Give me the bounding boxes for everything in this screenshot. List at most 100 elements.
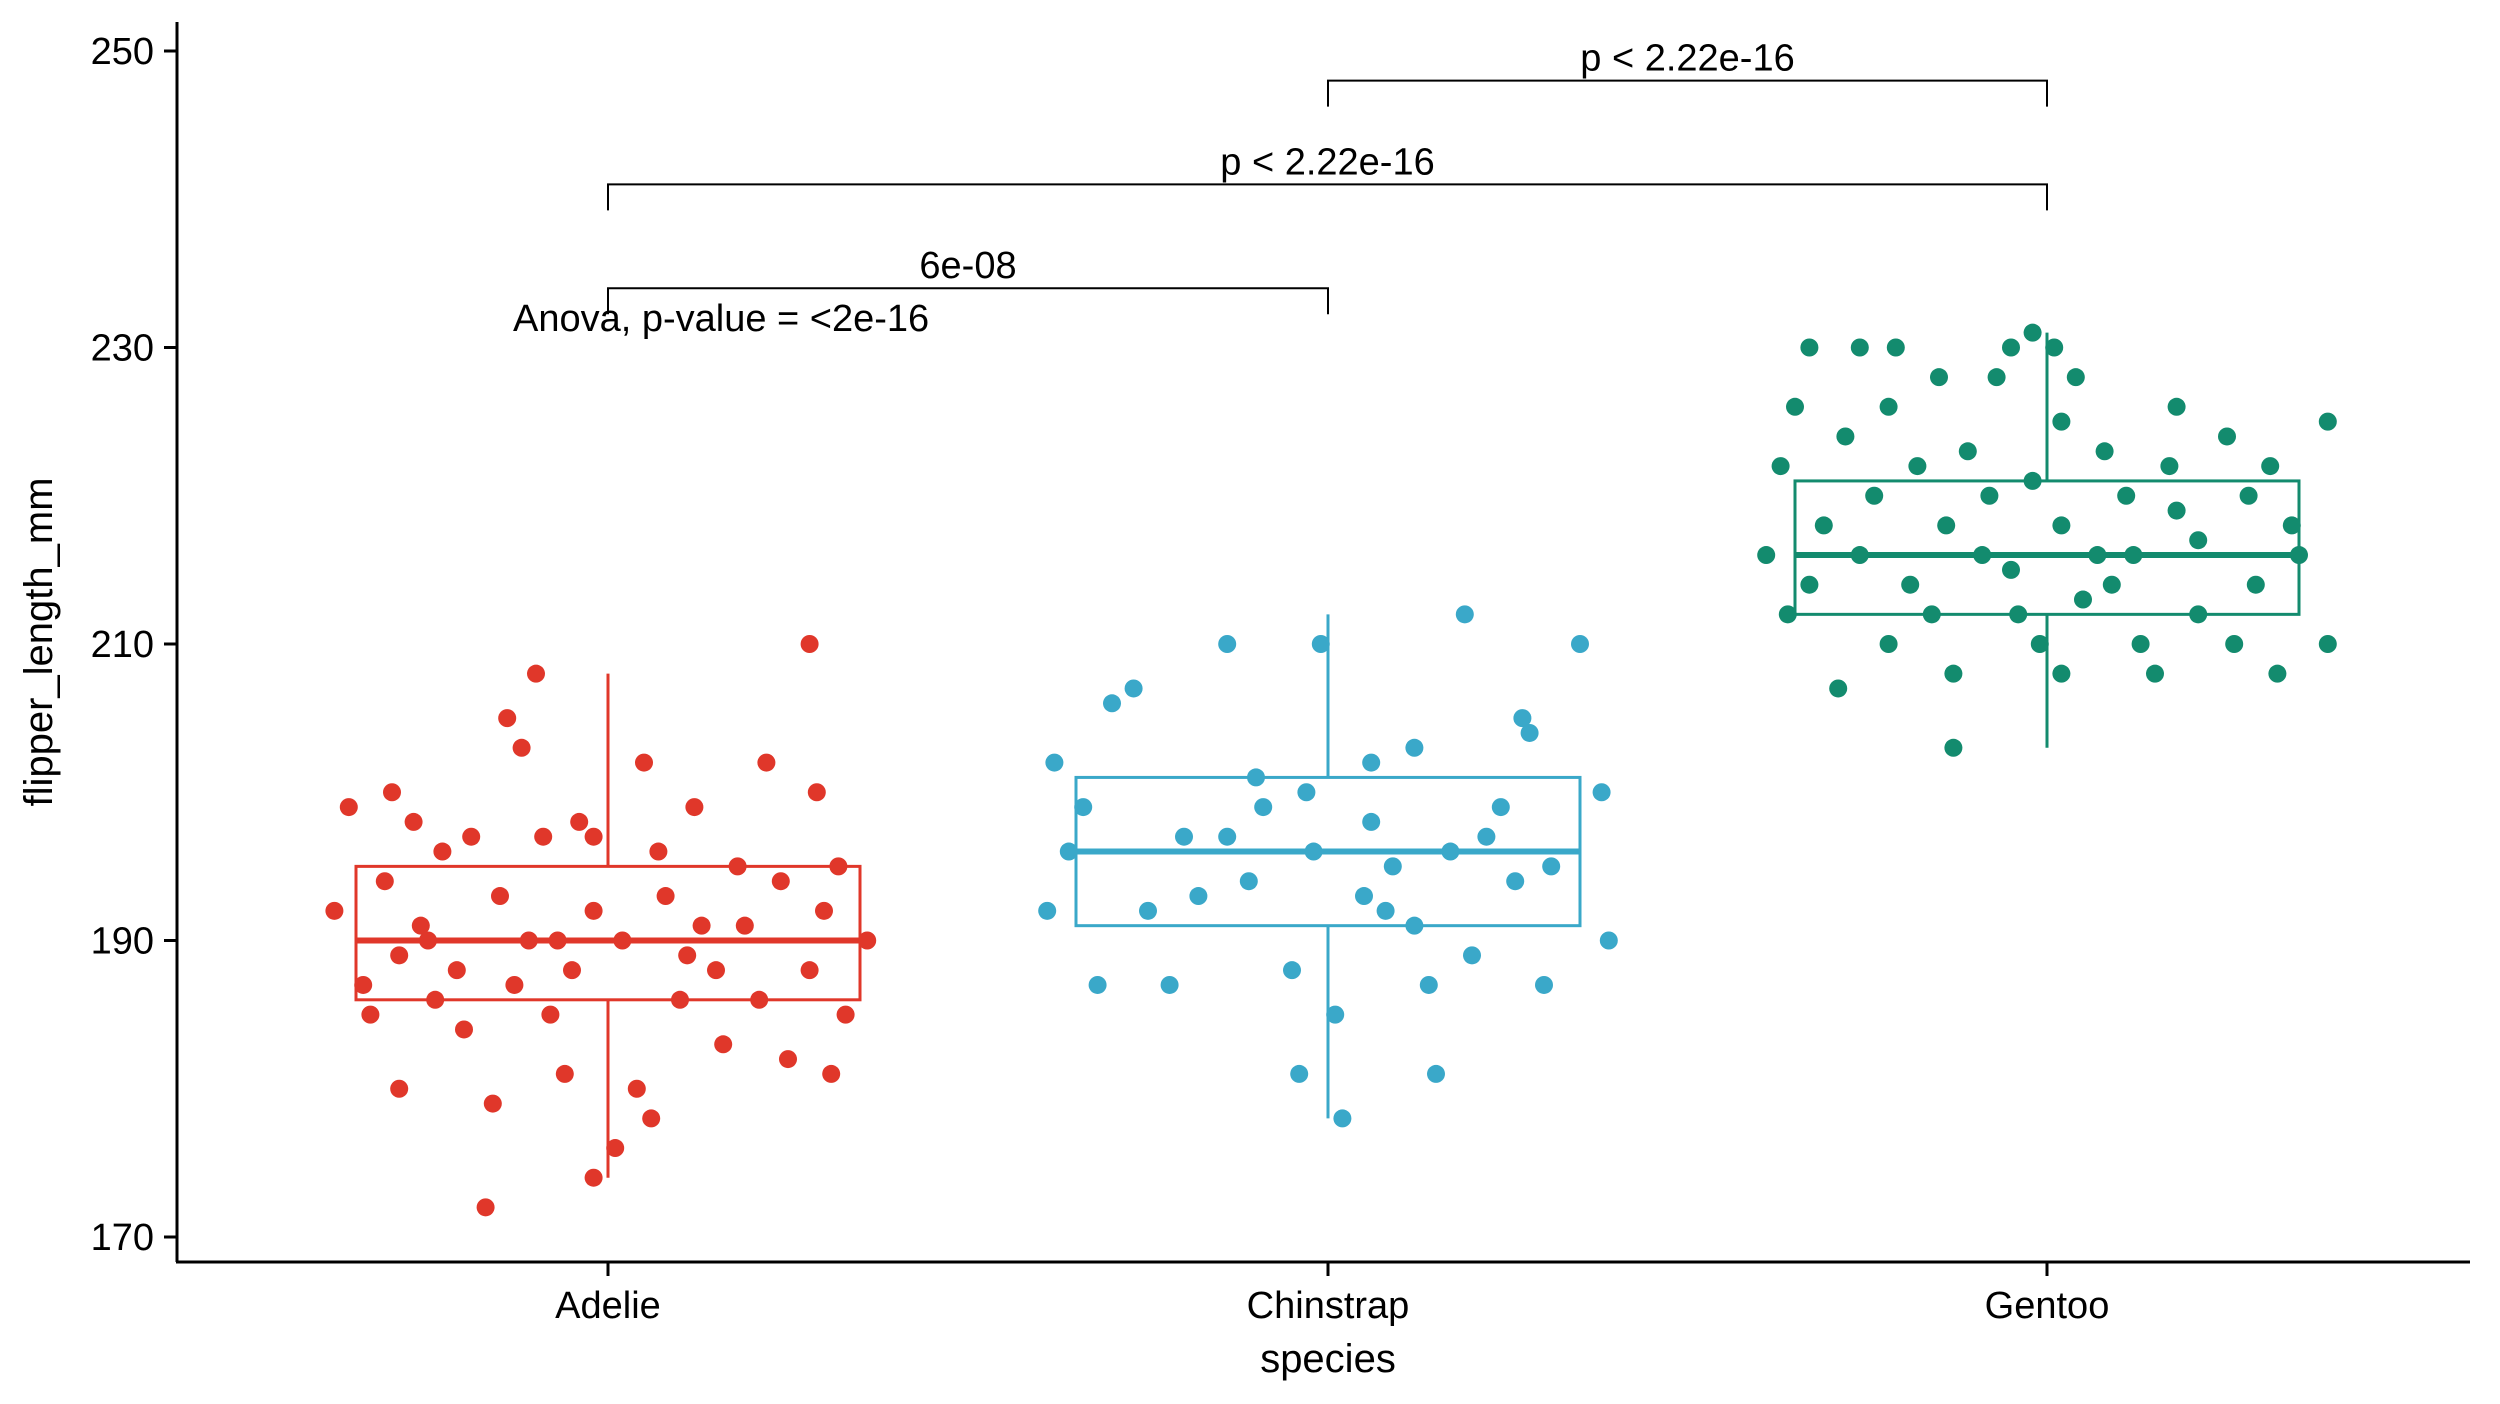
y-tick-label: 230 <box>91 328 154 370</box>
p-value-label: 6e-08 <box>919 245 1016 287</box>
p-value-label: p < 2.22e-16 <box>1220 141 1434 183</box>
data-point <box>2246 575 2265 594</box>
data-point <box>1908 457 1927 476</box>
data-point <box>649 842 668 861</box>
data-point <box>1405 916 1424 935</box>
data-point <box>512 738 531 757</box>
y-tick-label: 170 <box>91 1217 154 1259</box>
points-adelie <box>325 635 877 1217</box>
data-point <box>606 1139 625 1158</box>
data-point <box>1283 961 1301 980</box>
data-point <box>757 753 776 772</box>
data-point <box>1836 427 1855 446</box>
data-point <box>541 1005 560 1024</box>
data-point <box>584 1168 603 1187</box>
data-point <box>735 916 754 935</box>
data-point <box>1103 694 1121 713</box>
data-point <box>2045 338 2064 357</box>
data-point <box>800 635 819 653</box>
data-point <box>2088 546 2107 565</box>
data-point <box>2318 412 2337 431</box>
data-point <box>498 709 517 728</box>
data-point <box>1362 812 1381 831</box>
data-point <box>2167 501 2186 520</box>
bracket-line <box>1327 79 2048 107</box>
data-point <box>1571 635 1589 653</box>
data-point <box>1886 338 1905 357</box>
data-point <box>1865 486 1884 505</box>
data-point <box>354 975 373 994</box>
data-point <box>1477 827 1496 846</box>
data-point <box>1829 679 1848 698</box>
data-point <box>1535 975 1553 994</box>
iqr-box <box>354 864 862 1002</box>
data-point <box>613 931 632 950</box>
data-point <box>627 1079 646 1098</box>
data-point <box>1879 635 1898 653</box>
data-point <box>2318 635 2337 653</box>
bracket-line <box>607 183 2048 211</box>
data-point <box>1383 857 1402 876</box>
data-point <box>1958 442 1977 461</box>
points-layer <box>325 323 2337 1217</box>
data-point <box>1038 901 1057 920</box>
data-point <box>419 931 437 950</box>
data-point <box>678 946 697 965</box>
data-point <box>1513 709 1532 728</box>
data-point <box>1045 753 1064 772</box>
data-point <box>1944 738 1963 757</box>
data-point <box>383 783 401 802</box>
data-point <box>2239 486 2258 505</box>
data-point <box>505 975 524 994</box>
data-point <box>671 990 689 1009</box>
data-point <box>426 990 445 1009</box>
y-tick-label: 210 <box>91 624 154 666</box>
data-point <box>325 901 344 920</box>
data-point <box>1800 575 1819 594</box>
data-point <box>1520 723 1539 742</box>
data-point <box>2023 323 2042 342</box>
data-point <box>1599 931 1618 950</box>
y-axis-ticks: 170 190 210 230 250 <box>91 31 177 1259</box>
data-point <box>339 798 358 817</box>
data-point <box>1175 827 1193 846</box>
data-point <box>2290 546 2308 565</box>
data-point <box>807 783 826 802</box>
data-point <box>1297 783 1316 802</box>
data-point <box>1254 798 1273 817</box>
data-point <box>1362 753 1381 772</box>
data-point <box>2074 590 2092 609</box>
data-point <box>707 961 725 980</box>
data-point <box>836 1005 855 1024</box>
data-point <box>1757 546 1776 565</box>
comparison-adelie-chinstrap: 6e-08 <box>607 245 1329 315</box>
data-point <box>1139 901 1157 920</box>
data-point <box>2189 605 2208 624</box>
data-point <box>2066 368 2085 387</box>
data-point <box>2002 338 2020 357</box>
data-point <box>555 1064 574 1083</box>
points-gentoo <box>1757 323 2337 757</box>
data-point <box>1901 575 1920 594</box>
data-point <box>815 901 833 920</box>
data-point <box>1930 368 1948 387</box>
data-point <box>685 798 704 817</box>
data-point <box>483 1094 502 1113</box>
data-point <box>1304 842 1323 861</box>
data-point <box>2095 442 2114 461</box>
data-point <box>404 812 423 831</box>
data-point <box>1814 516 1833 535</box>
comparison-chinstrap-gentoo: p < 2.22e-16 <box>1327 38 2048 107</box>
data-point <box>1059 842 1078 861</box>
data-point <box>1980 486 1999 505</box>
data-point <box>1074 798 1093 817</box>
data-point <box>2225 635 2244 653</box>
data-point <box>1189 887 1208 906</box>
data-point <box>1247 768 1265 787</box>
x-axis-title: species <box>1260 1337 1396 1381</box>
data-point <box>750 990 769 1009</box>
data-point <box>1455 605 1474 624</box>
data-point <box>1786 397 1804 416</box>
data-point <box>1419 975 1438 994</box>
